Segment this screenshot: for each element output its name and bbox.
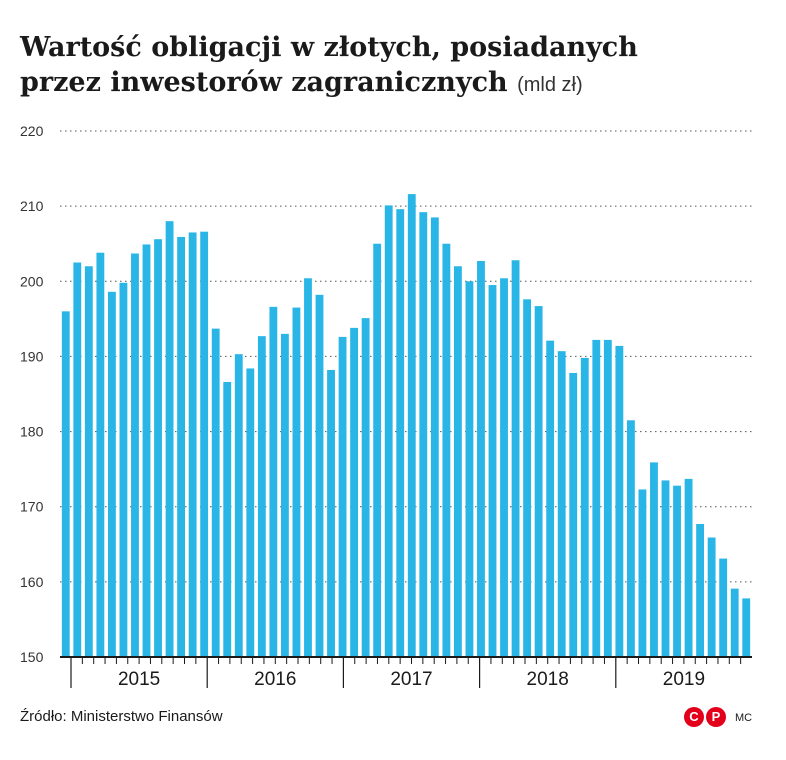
unit-label: (mld zł): [517, 74, 583, 96]
title-line-2: przez inwestorów zagranicznych: [20, 67, 508, 98]
chart-title: Wartość obligacji w złotych, posiadanych…: [20, 30, 770, 103]
bar-2: [84, 266, 93, 657]
bar-7: [142, 244, 151, 658]
bar-26: [361, 318, 370, 657]
bar-8: [154, 239, 162, 657]
bar-43: [557, 351, 566, 657]
bar-24: [338, 336, 347, 657]
bar-42: [546, 340, 555, 657]
bar-56: [707, 537, 716, 657]
y-tick-label-170: 170: [20, 499, 44, 515]
bar-41: [534, 306, 543, 657]
bar-29: [396, 209, 405, 658]
bar-16: [246, 368, 255, 657]
bar-25: [350, 327, 359, 657]
bar-23: [327, 369, 335, 657]
bar-22: [315, 294, 324, 657]
bar-13: [211, 328, 220, 657]
bar-1: [73, 262, 82, 657]
bar-55: [696, 523, 705, 657]
bar-31: [419, 212, 428, 657]
bar-50: [638, 489, 647, 657]
bar-36: [477, 260, 485, 657]
bar-54: [684, 478, 693, 657]
bar-12: [200, 231, 209, 658]
bar-chart: 150 160 170 180 190 200 210 220 2015 2016 2017 2018…: [20, 123, 752, 690]
y-tick-label-180: 180: [20, 424, 44, 440]
bar-37: [488, 285, 497, 657]
bar-11: [188, 232, 197, 657]
bar-40: [523, 299, 532, 657]
bar-45: [580, 357, 589, 657]
bar-19: [280, 333, 289, 657]
bar-46: [592, 339, 601, 657]
bar-32: [430, 217, 439, 657]
bar-21: [304, 278, 312, 657]
bar-17: [257, 336, 266, 657]
y-tick-label-210: 210: [20, 198, 44, 214]
bar-39: [511, 260, 520, 657]
bar-33: [442, 243, 451, 657]
y-tick-label-220: 220: [20, 123, 44, 139]
bar-47: [603, 339, 612, 657]
logo-letter-p: P: [706, 707, 726, 727]
bar-3: [96, 252, 105, 657]
bar-4: [107, 291, 116, 657]
year-label-2017: 2017: [390, 669, 432, 690]
publisher-logo: C P: [684, 705, 728, 729]
year-label-2019: 2019: [663, 669, 705, 690]
year-label-2015: 2015: [118, 669, 160, 690]
year-label-2018: 2018: [527, 669, 569, 690]
bar-14: [223, 381, 232, 657]
y-tick-label-160: 160: [20, 574, 44, 590]
bar-59: [742, 598, 751, 657]
bar-58: [730, 588, 739, 657]
bar-6: [131, 253, 139, 658]
year-label-2016: 2016: [254, 669, 296, 690]
source-note: Źródło: Ministerstwo Finansów: [20, 708, 223, 725]
y-tick-label-150: 150: [20, 649, 44, 665]
bar-28: [384, 205, 393, 658]
bar-10: [177, 236, 186, 658]
bar-44: [569, 372, 578, 657]
bar-53: [673, 485, 681, 657]
bar-52: [661, 480, 670, 657]
bar-27: [373, 243, 382, 657]
bar-5: [119, 282, 128, 657]
bar-30: [407, 194, 416, 657]
bar-15: [234, 354, 243, 657]
bar-0: [61, 311, 70, 657]
bar-9: [165, 221, 174, 657]
y-tick-label-190: 190: [20, 348, 44, 364]
bar-49: [626, 420, 635, 657]
author-credit: MC: [735, 712, 753, 724]
logo-letter-c: C: [684, 707, 704, 727]
bar-51: [650, 462, 658, 657]
bar-20: [292, 307, 301, 657]
y-tick-label-200: 200: [20, 273, 44, 289]
bar-38: [500, 278, 508, 657]
bar-35: [465, 281, 474, 657]
bar-48: [615, 345, 624, 657]
title-line-1: Wartość obligacji w złotych, posiadanych: [20, 32, 638, 63]
bar-57: [719, 558, 728, 657]
bar-34: [453, 266, 462, 657]
bar-18: [269, 306, 278, 657]
